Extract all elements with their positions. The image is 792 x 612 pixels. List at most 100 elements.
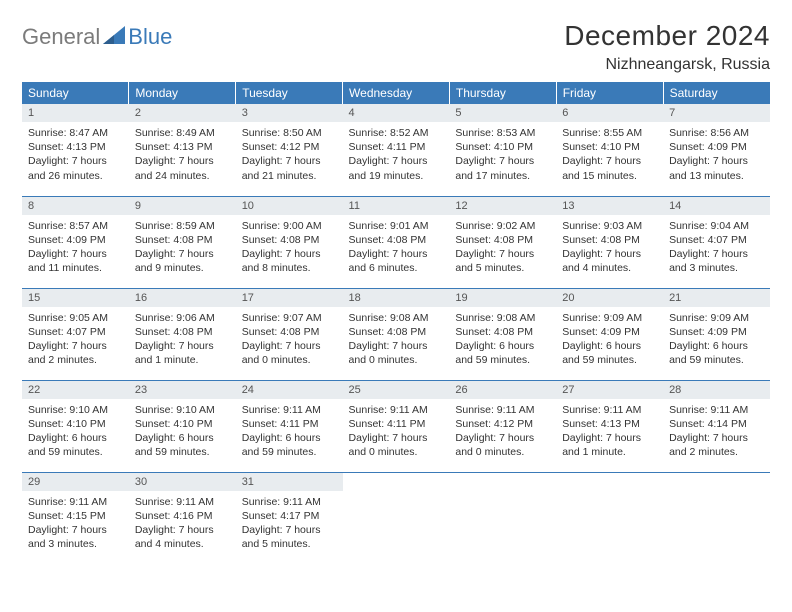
title-block: December 2024 Nizhneangarsk, Russia (564, 20, 770, 74)
sunset-line: Sunset: 4:12 PM (455, 418, 533, 430)
daylight-line: Daylight: 7 hours and 3 minutes. (28, 524, 107, 550)
day-number: 24 (236, 381, 343, 399)
sunrise-line: Sunrise: 8:47 AM (28, 127, 108, 139)
sunset-line: Sunset: 4:10 PM (455, 141, 533, 153)
day-number: 4 (343, 104, 450, 122)
day-details: Sunrise: 9:09 AMSunset: 4:09 PMDaylight:… (663, 307, 770, 372)
sunset-line: Sunset: 4:17 PM (242, 510, 320, 522)
day-details: Sunrise: 9:04 AMSunset: 4:07 PMDaylight:… (663, 215, 770, 280)
sunset-line: Sunset: 4:09 PM (562, 326, 640, 338)
sunrise-line: Sunrise: 9:09 AM (669, 312, 749, 324)
calendar-cell (556, 472, 663, 564)
daylight-line: Daylight: 7 hours and 4 minutes. (562, 248, 641, 274)
calendar-cell: 9Sunrise: 8:59 AMSunset: 4:08 PMDaylight… (129, 196, 236, 288)
sunrise-line: Sunrise: 9:11 AM (455, 404, 534, 416)
day-details: Sunrise: 9:11 AMSunset: 4:11 PMDaylight:… (343, 399, 450, 464)
calendar-cell: 6Sunrise: 8:55 AMSunset: 4:10 PMDaylight… (556, 104, 663, 196)
day-details: Sunrise: 9:01 AMSunset: 4:08 PMDaylight:… (343, 215, 450, 280)
daylight-line: Daylight: 7 hours and 24 minutes. (135, 155, 214, 181)
logo-triangle-icon (103, 26, 125, 49)
day-number: 18 (343, 289, 450, 307)
day-number: 10 (236, 197, 343, 215)
sunset-line: Sunset: 4:10 PM (28, 418, 106, 430)
logo-word-1: General (22, 24, 100, 50)
sunset-line: Sunset: 4:13 PM (135, 141, 213, 153)
daylight-line: Daylight: 6 hours and 59 minutes. (135, 432, 214, 458)
daylight-line: Daylight: 7 hours and 21 minutes. (242, 155, 321, 181)
day-details: Sunrise: 8:53 AMSunset: 4:10 PMDaylight:… (449, 122, 556, 187)
day-details: Sunrise: 9:02 AMSunset: 4:08 PMDaylight:… (449, 215, 556, 280)
calendar-cell: 15 Sunrise: 9:05 AM Sunset: 4:07 PM Dayligh… (22, 288, 129, 380)
day-number: 14 (663, 197, 770, 215)
calendar-cell: 11Sunrise: 9:01 AMSunset: 4:08 PMDayligh… (343, 196, 450, 288)
daylight-line: Daylight: 6 hours and 59 minutes. (669, 340, 748, 366)
day-details: Sunrise: 9:11 AMSunset: 4:14 PMDaylight:… (663, 399, 770, 464)
sunset-line: Sunset: 4:08 PM (242, 326, 320, 338)
calendar-row: 15 Sunrise: 9:05 AM Sunset: 4:07 PM Dayligh… (22, 288, 770, 380)
col-saturday: Saturday (663, 82, 770, 104)
daylight-line: Daylight: 6 hours and 59 minutes. (562, 340, 641, 366)
calendar-row: 22 Sunrise: 9:10 AM Sunset: 4:10 PM Dayligh… (22, 380, 770, 472)
col-thursday: Thursday (449, 82, 556, 104)
sunset-line: Sunset: 4:12 PM (242, 141, 320, 153)
daylight-line: Daylight: 7 hours and 26 minutes. (28, 155, 107, 181)
calendar-cell: 29Sunrise: 9:11 AMSunset: 4:15 PMDayligh… (22, 472, 129, 564)
calendar-cell: 28Sunrise: 9:11 AMSunset: 4:14 PMDayligh… (663, 380, 770, 472)
calendar-cell: 23Sunrise: 9:10 AMSunset: 4:10 PMDayligh… (129, 380, 236, 472)
calendar-cell: 27Sunrise: 9:11 AMSunset: 4:13 PMDayligh… (556, 380, 663, 472)
calendar-cell: 7Sunrise: 8:56 AMSunset: 4:09 PMDaylight… (663, 104, 770, 196)
sunrise-line: Sunrise: 8:52 AM (349, 127, 429, 139)
day-number: 25 (343, 381, 450, 399)
daylight-line: Daylight: 7 hours and 5 minutes. (242, 524, 321, 550)
sunset-line: Sunset: 4:08 PM (349, 234, 427, 246)
daylight-line: Daylight: 7 hours and 17 minutes. (455, 155, 534, 181)
day-number: 3 (236, 104, 343, 122)
calendar-row: 8Sunrise: 8:57 AMSunset: 4:09 PMDaylight… (22, 196, 770, 288)
sunrise-line: Sunrise: 9:07 AM (242, 312, 322, 324)
calendar-table: Sunday Monday Tuesday Wednesday Thursday… (22, 82, 770, 564)
sunrise-line: Sunrise: 8:57 AM (28, 220, 108, 232)
sunset-line: Sunset: 4:13 PM (28, 141, 106, 153)
sunset-line: Sunset: 4:07 PM (28, 326, 106, 338)
sunrise-line: Sunrise: 9:11 AM (242, 404, 321, 416)
day-details: Sunrise: 8:56 AMSunset: 4:09 PMDaylight:… (663, 122, 770, 187)
sunrise-line: Sunrise: 8:49 AM (135, 127, 215, 139)
day-number: 21 (663, 289, 770, 307)
sunset-line: Sunset: 4:08 PM (562, 234, 640, 246)
calendar-cell (663, 472, 770, 564)
day-number: 22 (22, 381, 129, 399)
sunrise-line: Sunrise: 9:05 AM (28, 312, 108, 324)
sunset-line: Sunset: 4:08 PM (135, 326, 213, 338)
calendar-cell: 4Sunrise: 8:52 AMSunset: 4:11 PMDaylight… (343, 104, 450, 196)
sunset-line: Sunset: 4:08 PM (135, 234, 213, 246)
calendar-cell (449, 472, 556, 564)
calendar-cell: 26Sunrise: 9:11 AMSunset: 4:12 PMDayligh… (449, 380, 556, 472)
sunset-line: Sunset: 4:10 PM (135, 418, 213, 430)
calendar-cell: 10 Sunrise: 9:00 AM Sunset: 4:08 PM Dayligh… (236, 196, 343, 288)
sunset-line: Sunset: 4:08 PM (242, 234, 320, 246)
sunset-line: Sunset: 4:13 PM (562, 418, 640, 430)
day-number: 15 (22, 289, 129, 307)
sunrise-line: Sunrise: 8:56 AM (669, 127, 749, 139)
sunrise-line: Sunrise: 9:10 AM (28, 404, 108, 416)
day-number: 12 (449, 197, 556, 215)
day-number: 30 (129, 473, 236, 491)
daylight-line: Daylight: 7 hours and 8 minutes. (242, 248, 321, 274)
col-sunday: Sunday (22, 82, 129, 104)
sunrise-line: Sunrise: 9:08 AM (455, 312, 535, 324)
daylight-line: Daylight: 7 hours and 13 minutes. (669, 155, 748, 181)
day-details: Sunrise: 8:52 AMSunset: 4:11 PMDaylight:… (343, 122, 450, 187)
day-number: 19 (449, 289, 556, 307)
daylight-line: Daylight: 6 hours and 59 minutes. (28, 432, 107, 458)
calendar-cell: 22 Sunrise: 9:10 AM Sunset: 4:10 PM Dayligh… (22, 380, 129, 472)
day-details: Sunrise: 9:00 AM Sunset: 4:08 PM Daylight:… (236, 215, 343, 280)
day-number: 11 (343, 197, 450, 215)
calendar-row: 29Sunrise: 9:11 AMSunset: 4:15 PMDayligh… (22, 472, 770, 564)
day-details: Sunrise: 9:11 AMSunset: 4:11 PMDaylight:… (236, 399, 343, 464)
calendar-cell: 1Sunrise: 8:47 AMSunset: 4:13 PMDaylight… (22, 104, 129, 196)
day-number: 29 (22, 473, 129, 491)
day-number: 6 (556, 104, 663, 122)
daylight-line: Daylight: 7 hours and 2 minutes. (28, 340, 107, 366)
sunrise-line: Sunrise: 9:00 AM (242, 220, 322, 232)
day-details: Sunrise: 8:49 AM Sunset: 4:13 PM Daylight:… (129, 122, 236, 187)
